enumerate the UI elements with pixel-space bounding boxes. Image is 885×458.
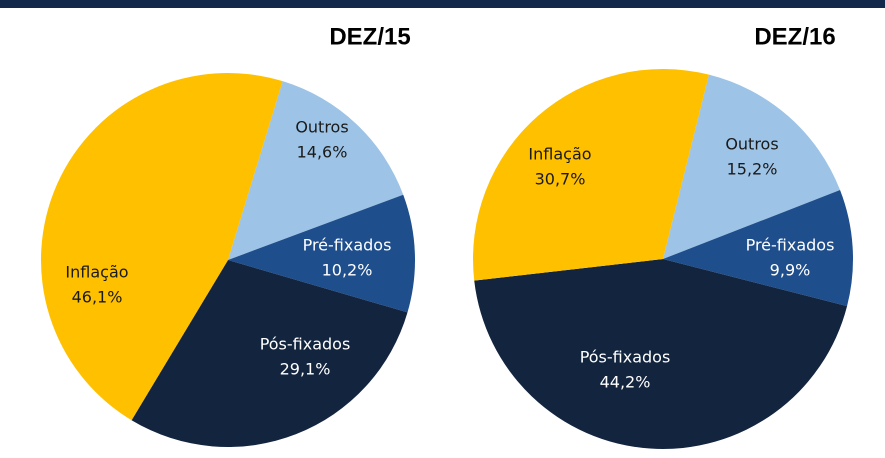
slice-name: Outros	[725, 135, 778, 154]
pie-slice	[663, 190, 853, 307]
slice-name: Inflação	[528, 145, 591, 164]
slice-value-label: 29,1%	[280, 360, 331, 379]
slice-value-label: 10,2%	[322, 261, 373, 280]
slice-name: Inflação	[65, 263, 128, 282]
pie-slice	[228, 81, 404, 260]
pie-slice	[473, 68, 709, 281]
chart-title: DEZ/16	[754, 23, 835, 50]
slice-value-label: 9,9%	[770, 261, 811, 280]
pie-slice	[228, 194, 415, 313]
slice-name: Pré-fixados	[303, 236, 392, 255]
slice-name: Pré-fixados	[746, 236, 835, 255]
slice-name: Pós-fixados	[580, 348, 671, 367]
slice-value-label: 30,7%	[535, 170, 586, 189]
pie-slice	[474, 259, 848, 450]
pie-slice	[41, 73, 283, 421]
slice-value-label: 15,2%	[727, 160, 778, 179]
pie-slice	[131, 260, 408, 447]
slice-value-label: 14,6%	[297, 143, 348, 162]
slice-name: Outros	[295, 118, 348, 137]
slice-name: Pós-fixados	[260, 335, 351, 354]
top-bar	[0, 0, 885, 8]
slice-value-label: 46,1%	[72, 288, 123, 307]
pie-slice	[663, 74, 841, 259]
slice-value-label: 44,2%	[600, 373, 651, 392]
chart-title: DEZ/15	[329, 23, 410, 50]
